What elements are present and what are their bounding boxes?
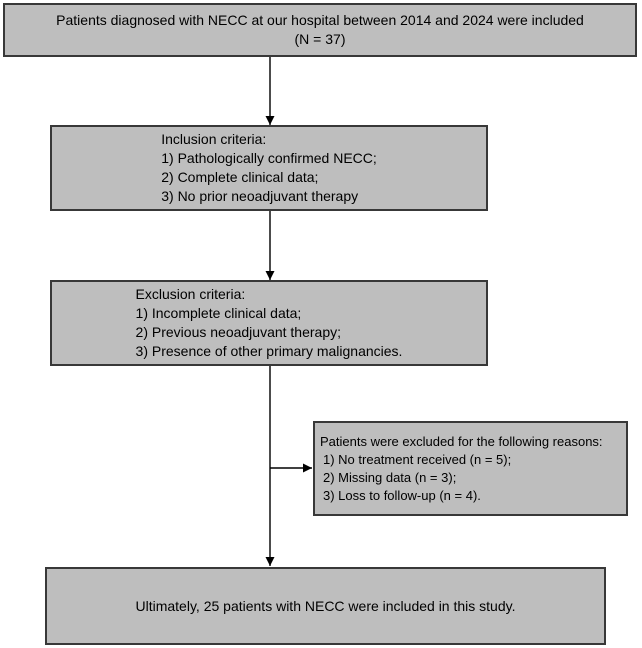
final-line1: Ultimately, 25 patients with NECC were i… (135, 597, 516, 614)
exclusion-item: 1) Incomplete clinical data; (135, 305, 302, 321)
enrollment-line1: Patients diagnosed with NECC at our hosp… (56, 12, 584, 28)
excluded-reasons-box: Patients were excluded for the following… (313, 421, 628, 516)
inclusion-heading: Inclusion criteria: (161, 131, 267, 147)
excluded-reasons-heading: Patients were excluded for the following… (320, 433, 603, 449)
final-cohort-text: Ultimately, 25 patients with NECC were i… (136, 597, 516, 616)
inclusion-criteria-box: Inclusion criteria: 1) Pathologically co… (50, 125, 488, 211)
enrollment-text: Patients diagnosed with NECC at our hosp… (56, 11, 584, 49)
enrollment-line2: (N = 37) (294, 31, 346, 47)
inclusion-item: 3) No prior neoadjuvant therapy (161, 188, 359, 204)
final-cohort-box: Ultimately, 25 patients with NECC were i… (45, 567, 606, 645)
inclusion-item: 1) Pathologically confirmed NECC; (161, 150, 377, 166)
exclusion-item: 3) Presence of other primary malignancie… (135, 343, 403, 359)
inclusion-item: 2) Complete clinical data; (161, 169, 319, 185)
exclusion-criteria-box: Exclusion criteria: 1) Incomplete clinic… (50, 280, 488, 366)
enrollment-box: Patients diagnosed with NECC at our hosp… (3, 3, 637, 57)
excluded-reason-item: 2) Missing data (n = 3); (323, 469, 457, 485)
exclusion-item: 2) Previous neoadjuvant therapy; (135, 324, 342, 340)
excluded-reason-item: 3) Loss to follow-up (n = 4). (323, 487, 481, 503)
exclusion-heading: Exclusion criteria: (135, 286, 246, 302)
excluded-reasons-text: Patients were excluded for the following… (315, 433, 605, 505)
excluded-reason-item: 1) No treatment received (n = 5); (323, 451, 512, 467)
exclusion-criteria-text: Exclusion criteria: 1) Incomplete clinic… (136, 285, 403, 361)
inclusion-criteria-text: Inclusion criteria: 1) Pathologically co… (161, 130, 377, 206)
